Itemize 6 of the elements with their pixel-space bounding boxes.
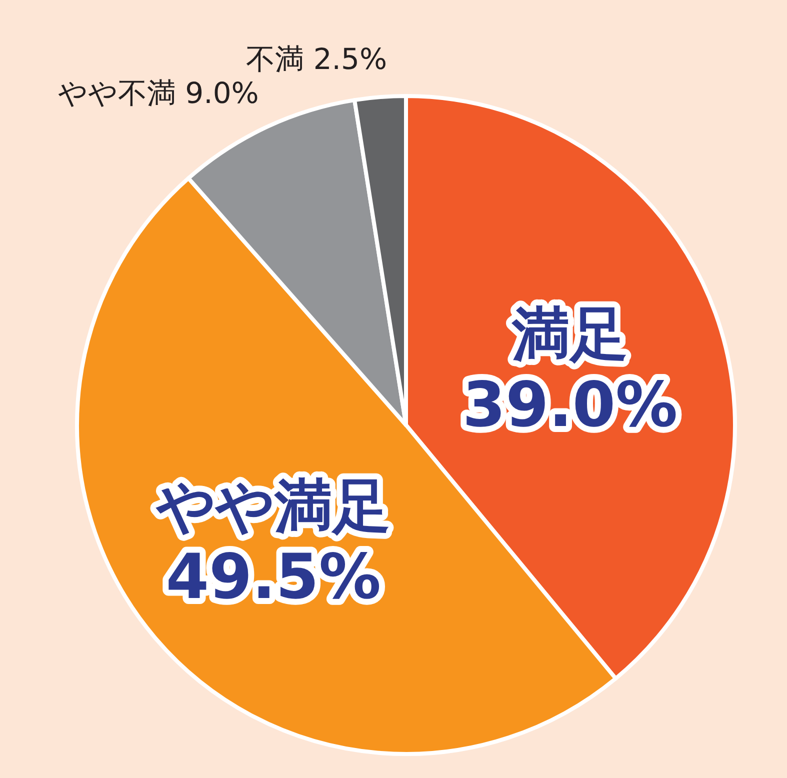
slice-label: やや不満 9.0%	[58, 76, 259, 110]
data-label: 39.0%	[462, 368, 678, 441]
slice-label: 不満 2.5%	[246, 42, 388, 76]
slice-label: やや満足	[155, 472, 390, 540]
slice-label: 満足	[511, 300, 628, 368]
data-label: 49.5%	[166, 540, 381, 614]
